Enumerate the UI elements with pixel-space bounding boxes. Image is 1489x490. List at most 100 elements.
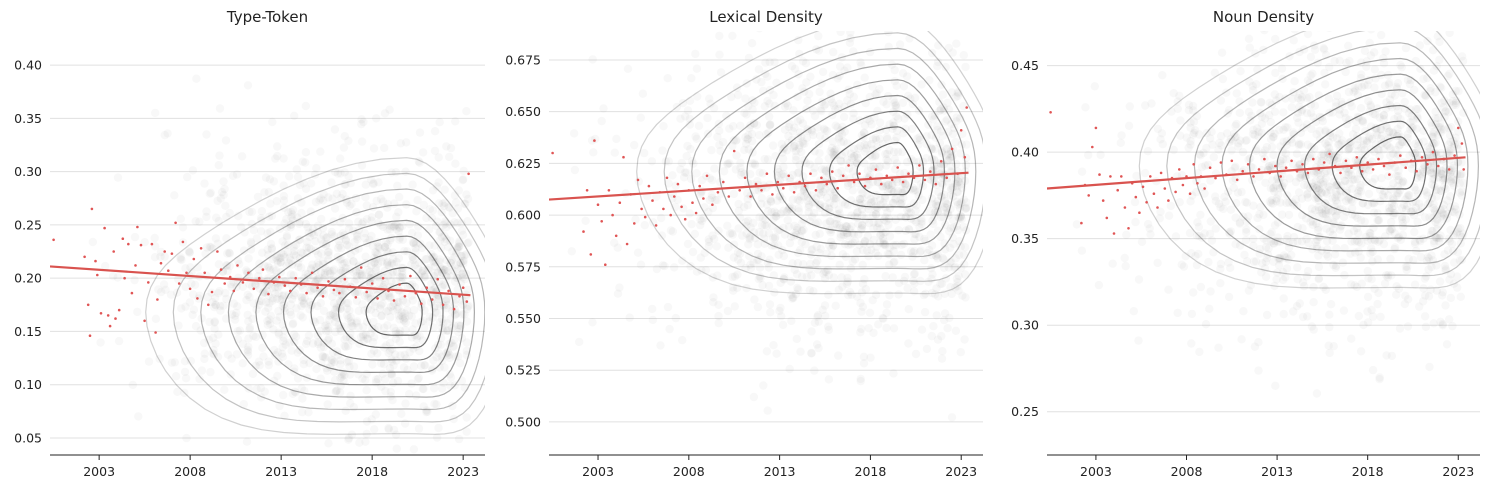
background-point xyxy=(755,131,763,139)
background-point xyxy=(191,281,199,289)
background-point xyxy=(708,194,716,202)
background-point xyxy=(1401,292,1409,300)
background-point xyxy=(1373,300,1381,308)
background-point xyxy=(687,220,695,228)
background-point xyxy=(766,300,774,308)
data-point xyxy=(1109,175,1112,178)
background-point xyxy=(933,126,941,134)
background-point xyxy=(1254,366,1262,374)
data-point xyxy=(705,174,709,178)
background-point xyxy=(1248,98,1256,106)
background-point xyxy=(742,110,750,118)
background-point xyxy=(895,279,903,287)
background-point xyxy=(1227,146,1235,154)
background-point xyxy=(319,353,327,361)
background-point xyxy=(1134,336,1142,344)
background-point xyxy=(1279,126,1287,134)
background-point xyxy=(212,234,220,242)
background-point xyxy=(1350,175,1358,183)
y-tick-label: 0.35 xyxy=(1011,231,1039,246)
background-point xyxy=(1117,131,1125,139)
background-point xyxy=(1141,169,1149,177)
background-point xyxy=(302,220,310,228)
background-point xyxy=(1410,228,1418,236)
background-point xyxy=(1287,251,1295,259)
background-point xyxy=(1422,323,1430,331)
background-point xyxy=(1249,130,1257,138)
background-point xyxy=(786,174,794,182)
background-point xyxy=(928,332,936,340)
background-point xyxy=(1252,257,1260,265)
background-point xyxy=(1239,307,1247,315)
background-point xyxy=(898,199,906,207)
background-point xyxy=(938,347,946,355)
background-point xyxy=(462,190,470,198)
x-tick-label: 2003 xyxy=(1080,464,1112,479)
background-point xyxy=(610,239,618,247)
background-point xyxy=(951,138,959,146)
background-point xyxy=(201,350,209,358)
background-point xyxy=(670,263,678,271)
y-tick-label: 0.575 xyxy=(505,259,541,274)
data-point xyxy=(1312,157,1315,161)
background-point xyxy=(1245,35,1253,43)
background-point xyxy=(327,178,335,186)
background-point xyxy=(317,299,325,307)
background-point xyxy=(1357,70,1365,78)
background-point xyxy=(1396,17,1404,25)
background-point xyxy=(1241,198,1249,206)
background-point xyxy=(793,270,801,278)
data-point xyxy=(1145,201,1148,204)
data-point xyxy=(1159,171,1163,175)
data-point xyxy=(1447,168,1451,171)
background-point xyxy=(1307,109,1315,117)
background-point xyxy=(1381,47,1389,55)
background-point xyxy=(1342,59,1350,67)
background-point xyxy=(258,344,266,352)
background-point xyxy=(249,370,257,378)
background-point xyxy=(1423,37,1431,45)
background-point xyxy=(1176,116,1184,124)
data-point xyxy=(1120,175,1123,178)
background-point xyxy=(1338,205,1346,213)
background-point xyxy=(211,294,219,302)
background-point xyxy=(922,140,930,148)
density-contour xyxy=(310,251,444,361)
background-point xyxy=(1230,129,1238,137)
background-point xyxy=(284,208,292,216)
density-contour xyxy=(718,63,966,258)
background-point xyxy=(170,191,178,199)
data-point xyxy=(216,250,219,253)
background-point xyxy=(1398,63,1406,71)
density-contour xyxy=(773,94,946,233)
data-point xyxy=(376,297,379,300)
background-point xyxy=(96,338,104,346)
background-point xyxy=(1375,375,1383,383)
background-point xyxy=(324,439,332,447)
data-point xyxy=(1457,126,1460,130)
density-contour xyxy=(365,282,423,336)
data-point xyxy=(1188,192,1192,195)
background-point xyxy=(430,384,438,392)
background-point xyxy=(776,304,784,312)
background-point xyxy=(451,117,459,125)
background-point xyxy=(224,351,232,359)
background-point xyxy=(202,207,210,215)
y-tick-label: 0.25 xyxy=(1011,404,1039,419)
data-point xyxy=(1306,171,1310,175)
y-tick-label: 0.25 xyxy=(14,217,42,232)
background-point xyxy=(279,154,287,162)
data-point xyxy=(156,298,159,301)
data-point xyxy=(918,164,921,167)
background-point xyxy=(892,241,900,249)
background-point xyxy=(624,65,632,73)
background-point xyxy=(1268,143,1276,151)
background-point xyxy=(1188,310,1196,318)
background-point xyxy=(215,260,223,268)
background-point xyxy=(220,191,228,199)
background-point xyxy=(189,166,197,174)
data-point xyxy=(633,222,636,225)
background-point xyxy=(1204,258,1212,266)
